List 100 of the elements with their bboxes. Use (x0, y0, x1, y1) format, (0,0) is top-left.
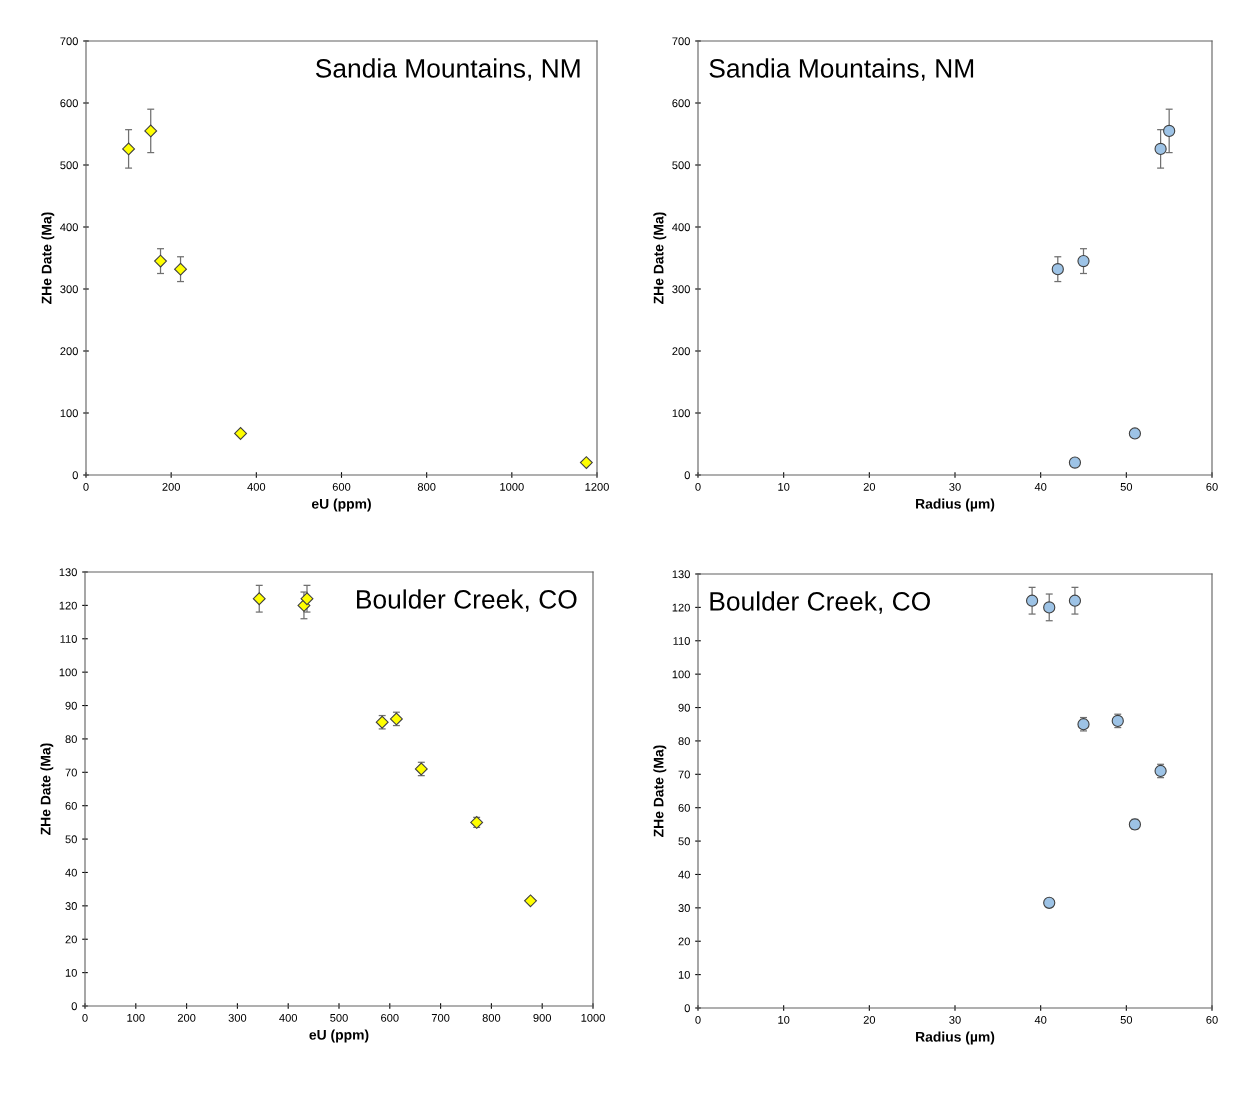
point (154, 254, 167, 268)
point (524, 894, 537, 908)
y-tick-label: 50 (678, 837, 690, 846)
x-tick-label: 0 (695, 1015, 701, 1024)
y-tick-label: 40 (65, 868, 77, 877)
y-tick-label: 200 (672, 347, 690, 356)
y-tick-label: 30 (678, 904, 690, 912)
x-tick-label: 30 (949, 482, 961, 491)
y-tick-label: 100 (59, 668, 77, 677)
y-tick-label: 300 (60, 285, 78, 294)
x-tick-label: 1200 (585, 482, 609, 491)
x-axis-title: eU (ppm) (311, 498, 371, 512)
point (1043, 896, 1056, 909)
y-tick-label: 70 (678, 770, 690, 779)
x-tick-label: 60 (1206, 1015, 1218, 1024)
point (1128, 427, 1142, 440)
x-tick-label: 20 (863, 482, 876, 491)
text: Sandia Mountains, NM (709, 58, 974, 81)
y-tick-label: 200 (60, 347, 78, 356)
x-tick-label: 0 (82, 1013, 88, 1022)
y-axis-title: ZHe Date (Ma) (41, 212, 55, 304)
x-tick-label: 900 (533, 1013, 552, 1022)
y-tick-label: 100 (672, 409, 690, 418)
x-tick-label: 400 (279, 1013, 298, 1022)
x-tick-label: 40 (1034, 1015, 1047, 1024)
y-tick-label: 400 (672, 223, 690, 232)
x-tick-label: 50 (1120, 1015, 1133, 1024)
point (1163, 124, 1176, 138)
text: Boulder Creek, CO (357, 589, 577, 612)
y-tick-label: 110 (60, 635, 77, 643)
point (1077, 254, 1090, 268)
x-tick-label: 600 (332, 482, 351, 491)
x-tick-label: 200 (162, 482, 180, 491)
text: Boulder Creek, CO (710, 591, 930, 614)
x-tick-label: 40 (1034, 482, 1047, 491)
y-tick-label: 400 (60, 223, 78, 232)
x-tick-label: 700 (431, 1013, 450, 1022)
y-tick-label: 20 (65, 935, 77, 944)
x-tick-label: 30 (949, 1015, 961, 1024)
x-tick-label: 600 (381, 1013, 399, 1022)
point (122, 142, 136, 156)
y-tick-label: 600 (60, 99, 78, 108)
y-tick-label: 130 (672, 570, 690, 579)
y-tick-label: 80 (65, 735, 77, 744)
x-tick-label: 800 (482, 1013, 501, 1022)
x-tick-label: 400 (247, 482, 266, 491)
y-tick-label: 100 (60, 409, 78, 418)
y-tick-label: 50 (65, 835, 77, 844)
x-tick-label: 500 (330, 1013, 348, 1022)
x-tick-label: 0 (695, 482, 701, 491)
point (144, 124, 158, 138)
y-tick-label: 100 (672, 670, 690, 679)
y-tick-label: 10 (678, 970, 690, 979)
point (252, 592, 266, 606)
point (1025, 594, 1039, 607)
point (579, 456, 593, 470)
y-tick-label: 0 (72, 471, 78, 480)
y-tick-label: 80 (678, 737, 690, 746)
x-tick-label: 1000 (581, 1013, 605, 1022)
y-tick-label: 500 (60, 161, 78, 170)
y-tick-label: 90 (65, 701, 77, 710)
x-tick-label: 200 (177, 1013, 196, 1022)
x-axis-title: eU (ppm) (309, 1029, 369, 1043)
x-axis-title: Radius (µm) (916, 1031, 995, 1045)
y-tick-label: 600 (672, 99, 690, 108)
y-tick-label: 120 (59, 601, 77, 610)
y-axis-title: ZHe Date (Ma) (653, 745, 667, 837)
y-tick-label: 40 (678, 870, 690, 879)
y-tick-label: 0 (71, 1002, 77, 1011)
y-tick-label: 0 (684, 1004, 690, 1013)
y-tick-label: 700 (60, 37, 78, 46)
point (1068, 456, 1082, 469)
x-tick-label: 100 (127, 1013, 145, 1022)
x-tick-label: 50 (1120, 482, 1133, 491)
x-tick-label: 800 (417, 482, 436, 491)
y-tick-label: 90 (678, 703, 690, 712)
y-tick-label: 700 (672, 37, 690, 46)
y-tick-label: 60 (678, 803, 690, 812)
y-tick-label: 70 (65, 768, 77, 777)
point (234, 427, 248, 440)
x-tick-label: 300 (228, 1013, 247, 1022)
y-tick-label: 130 (59, 568, 77, 577)
x-tick-label: 60 (1206, 482, 1218, 491)
x-tick-label: 10 (778, 482, 790, 491)
y-tick-label: 120 (672, 603, 690, 612)
y-tick-label: 20 (678, 937, 690, 946)
x-tick-label: 0 (83, 482, 89, 491)
point (300, 592, 314, 606)
text: Sandia Mountains, NM (315, 58, 580, 81)
x-tick-label: 10 (778, 1015, 790, 1024)
y-tick-label: 60 (65, 801, 77, 810)
x-tick-label: 20 (863, 1015, 876, 1024)
point (1043, 601, 1056, 614)
point (1154, 142, 1167, 155)
y-tick-label: 500 (672, 161, 690, 170)
point (174, 262, 187, 276)
y-tick-label: 10 (65, 968, 77, 977)
y-tick-label: 300 (672, 285, 690, 294)
y-tick-label: 30 (65, 902, 77, 910)
x-tick-label: 1000 (500, 482, 524, 491)
